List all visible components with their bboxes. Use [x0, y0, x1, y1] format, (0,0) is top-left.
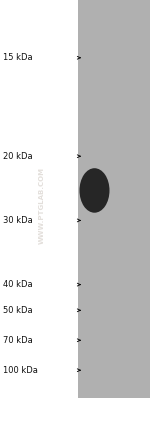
Text: 15 kDa: 15 kDa [3, 53, 33, 62]
Ellipse shape [80, 168, 110, 213]
Text: 40 kDa: 40 kDa [3, 280, 33, 289]
Bar [78, 398, 150, 428]
Bar [78, 0, 150, 398]
Text: 100 kDa: 100 kDa [3, 366, 38, 375]
Text: 70 kDa: 70 kDa [3, 336, 33, 345]
Text: 30 kDa: 30 kDa [3, 216, 33, 225]
Text: 50 kDa: 50 kDa [3, 306, 33, 315]
Text: WWW.PTGLAB.COM: WWW.PTGLAB.COM [39, 167, 45, 244]
Text: 20 kDa: 20 kDa [3, 152, 33, 161]
